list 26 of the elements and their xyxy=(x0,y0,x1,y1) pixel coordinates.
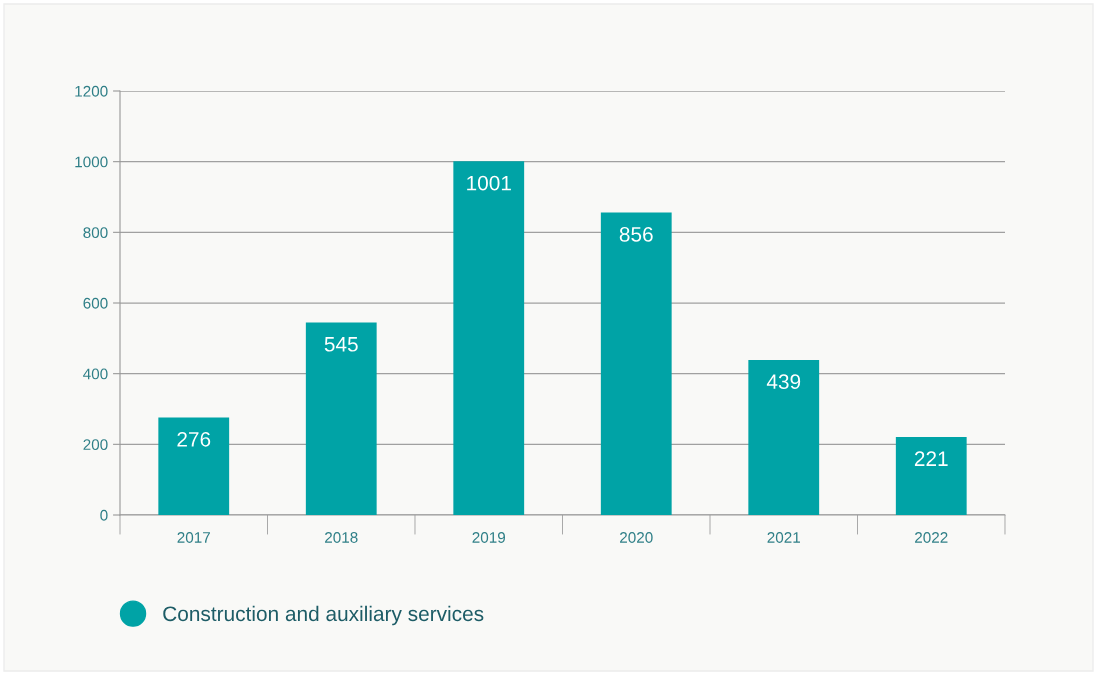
data-label: 276 xyxy=(177,431,211,447)
y-tick-label: 1000 xyxy=(75,156,108,168)
legend-label: Construction and auxiliary services xyxy=(163,605,484,626)
bar xyxy=(895,436,967,515)
data-label: 439 xyxy=(766,374,801,390)
bar xyxy=(748,359,820,515)
data-label: 856 xyxy=(619,226,653,242)
data-label: 1001 xyxy=(467,175,511,191)
y-tick-label: 600 xyxy=(83,297,108,309)
y-tick-label: 200 xyxy=(83,439,108,451)
x-tick-label: 2021 xyxy=(767,532,800,543)
x-tick-label: 2017 xyxy=(177,532,210,543)
data-label: 545 xyxy=(324,337,358,352)
y-tick-label: 400 xyxy=(83,368,108,380)
x-tick-label: 2018 xyxy=(325,532,358,543)
bar xyxy=(453,161,525,515)
y-tick-label: 0 xyxy=(100,509,108,521)
bar xyxy=(158,417,230,515)
y-tick-label: 1200 xyxy=(75,85,108,97)
x-tick-label: 2022 xyxy=(915,532,948,543)
x-tick-label: 2019 xyxy=(472,532,506,543)
data-label: 221 xyxy=(914,451,948,466)
y-tick-label: 800 xyxy=(83,227,108,239)
bar xyxy=(305,322,377,515)
x-tick-label: 2020 xyxy=(620,532,653,543)
bar xyxy=(600,212,672,515)
